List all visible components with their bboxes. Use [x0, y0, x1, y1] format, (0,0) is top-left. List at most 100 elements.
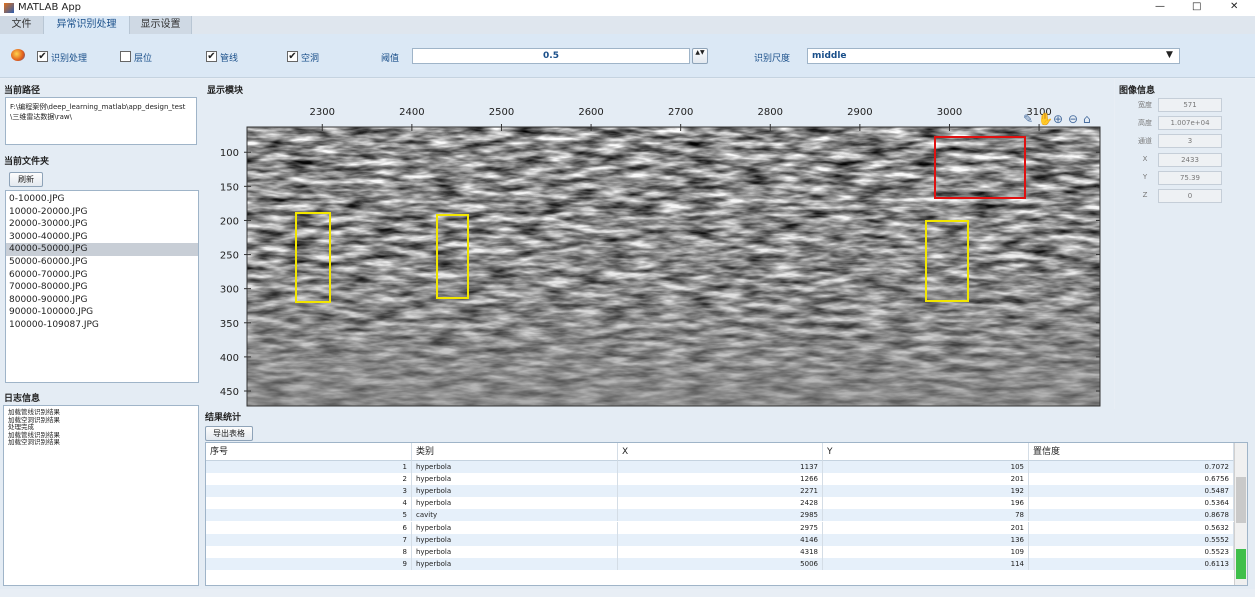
file-item[interactable]: 70000-80000.JPG [9, 282, 88, 293]
tab[interactable]: 异常识别处理 [44, 16, 130, 34]
x-tick-label: 2300 [310, 107, 335, 118]
log-line: 加载空洞识别结果 [8, 438, 60, 446]
y-tick-label: 300 [220, 285, 239, 296]
detection-box [436, 214, 469, 299]
toolbar: ✔ 识别处理 层位 ✔ 管线 ✔ 空洞 阈值 0.5 ▲▼ 识别尺度 middle ▼ [0, 34, 1255, 78]
plot-tool[interactable]: ✎ [1023, 112, 1033, 126]
close-button[interactable]: ✕ [1230, 1, 1239, 12]
table-cell: 201 [823, 521, 1029, 534]
info-field: 0 [1158, 189, 1222, 203]
table-cell: 2271 [618, 485, 823, 498]
results-table: 序号 类别 X Y 置信度 1 hyperbola 1137 105 0.7072 2 hyperbo… [205, 442, 1248, 586]
checkbox[interactable]: ✔ [206, 51, 217, 62]
info-label: 高度 [1138, 119, 1152, 128]
column-header[interactable]: 置信度 [1029, 443, 1234, 461]
detection-box [934, 136, 1026, 199]
log-line: 加载空洞识别结果 [8, 415, 60, 424]
detection-box [295, 212, 331, 303]
minimize-button[interactable]: — [1155, 1, 1165, 12]
table-cell: 109 [823, 545, 1029, 558]
export-button[interactable]: 导出表格 [205, 426, 253, 441]
file-item[interactable]: 60000-70000.JPG [9, 269, 88, 280]
table-cell: 0.8678 [1029, 509, 1234, 522]
scrollbar-progress [1236, 549, 1246, 579]
table-cell: 0.5523 [1029, 545, 1234, 558]
info-label: X [1142, 154, 1148, 163]
info-label: Y [1142, 172, 1148, 181]
checkbox-label: 层位 [134, 54, 153, 64]
panel-title: 当前文件夹 [4, 157, 50, 167]
table-cell: cavity [412, 509, 618, 522]
app-icon [4, 3, 14, 13]
info-label: Z [1142, 191, 1148, 199]
tab[interactable]: 文件 [0, 16, 44, 34]
table-cell: hyperbola [412, 521, 618, 534]
table-cell: hyperbola [412, 533, 618, 546]
title-bar: MATLAB App — □ ✕ [0, 0, 1255, 16]
radar-image-fade [247, 127, 1100, 406]
tab[interactable]: 显示设置 [130, 16, 192, 34]
file-item[interactable]: 90000-100000.JPG [9, 307, 94, 318]
plot-tool[interactable]: ✋ [1038, 112, 1053, 126]
plot-tool[interactable]: ⊕ [1053, 112, 1063, 126]
x-tick-label: 2900 [847, 107, 872, 118]
table-cell: hyperbola [412, 557, 618, 570]
column-header[interactable]: X [618, 443, 823, 461]
column-header[interactable]: 序号 [206, 443, 412, 461]
file-item[interactable]: 0-10000.JPG [9, 194, 65, 204]
threshold-label: 阈值 [381, 54, 400, 64]
refresh-button[interactable]: 刷新 [9, 172, 43, 187]
table-cell: 5 [206, 509, 412, 522]
x-tick-label: 2400 [399, 107, 424, 118]
panel-title: 结果统计 [205, 413, 242, 423]
scrollbar-thumb[interactable] [1236, 477, 1246, 523]
run-icon[interactable] [11, 49, 25, 61]
checkbox-label: 空洞 [301, 54, 320, 64]
column-header[interactable]: Y [823, 443, 1029, 461]
table-cell: 1137 [618, 461, 823, 474]
log-line: 处理完成 [8, 423, 34, 431]
table-cell: hyperbola [412, 545, 618, 558]
file-item[interactable]: 50000-60000.JPG [9, 257, 88, 267]
panel-title: 日志信息 [4, 394, 41, 404]
table-cell: 2985 [618, 509, 823, 522]
file-item[interactable]: 100000-109087.JPG [9, 320, 99, 330]
y-tick-label: 150 [220, 182, 239, 193]
column-header[interactable]: 类别 [412, 443, 618, 461]
table-cell: 78 [823, 509, 1029, 522]
table-cell: hyperbola [412, 461, 618, 474]
table-cell: hyperbola [412, 497, 618, 510]
checkbox[interactable]: ✔ [37, 51, 48, 62]
file-item[interactable]: 80000-90000.JPG [9, 294, 88, 305]
panel-title: 显示模块 [207, 86, 244, 96]
x-tick-label: 3000 [937, 107, 962, 118]
table-cell: 0.5632 [1029, 521, 1234, 534]
plot-tool[interactable]: ⊖ [1068, 112, 1078, 126]
dropdown-arrow[interactable]: ▼ [1166, 50, 1173, 60]
threshold-field[interactable]: 0.5 [412, 48, 690, 64]
file-item[interactable]: 30000-40000.JPG [9, 231, 88, 242]
info-field: 2433 [1158, 152, 1222, 167]
table-cell: 0.5364 [1029, 497, 1234, 510]
table-cell: 4146 [618, 533, 823, 546]
plot-tool[interactable]: ⌂ [1083, 112, 1091, 126]
threshold-spinner[interactable]: ▲▼ [692, 48, 708, 64]
checkbox[interactable] [120, 51, 131, 62]
panel-title: 当前路径 [4, 86, 41, 96]
table-cell: 7 [206, 533, 412, 546]
table-cell: 2 [206, 473, 412, 486]
file-item[interactable]: 20000-30000.JPG [9, 219, 88, 230]
y-tick-label: 400 [220, 353, 239, 364]
table-cell: 136 [823, 533, 1029, 546]
table-cell: 3 [206, 485, 412, 498]
table-cell: 2428 [618, 497, 823, 510]
table-cell: 0.7072 [1029, 461, 1234, 474]
image-info-panel: 图像信息 宽度 571 高度 1.007e+04 通道 3 X 2433 Y 75.39 Z 0 [1115, 79, 1255, 409]
maximize-button[interactable]: □ [1192, 1, 1202, 12]
scale-dropdown[interactable]: middle [807, 48, 1180, 64]
checkbox[interactable]: ✔ [287, 51, 298, 62]
file-item[interactable]: 40000-50000.JPG [6, 243, 198, 256]
y-tick-label: 200 [220, 216, 239, 227]
file-item[interactable]: 10000-20000.JPG [9, 206, 88, 217]
